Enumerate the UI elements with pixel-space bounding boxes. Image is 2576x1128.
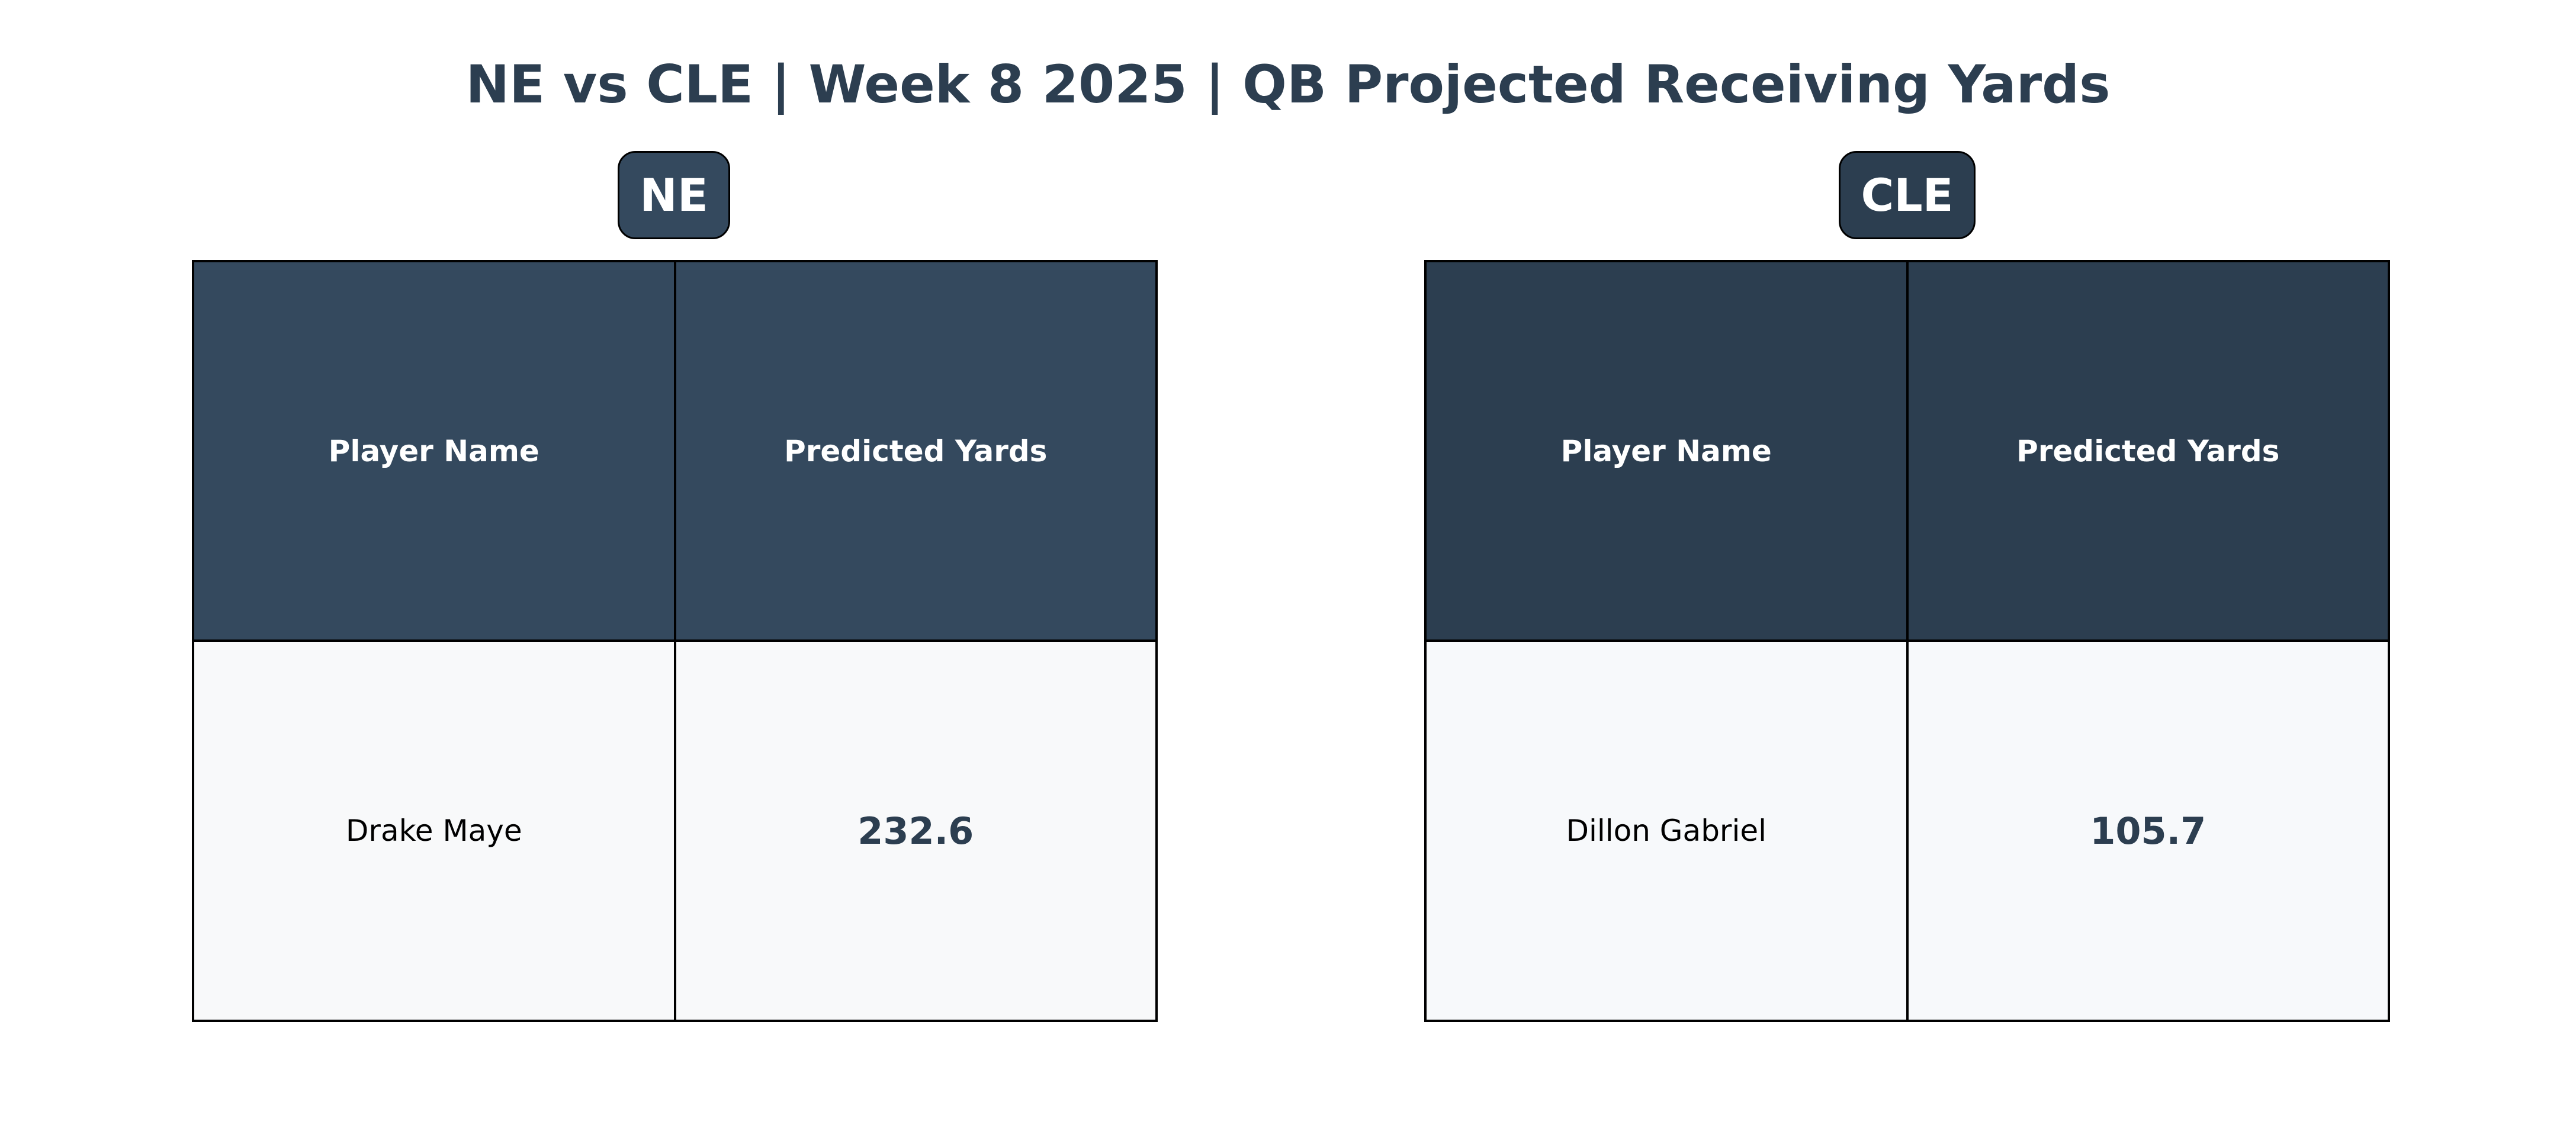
column-header-predicted-yards: Predicted Yards <box>673 260 1158 642</box>
player-name-cell: Dillon Gabriel <box>1424 639 1909 1022</box>
table-header-row: Player Name Predicted Yards <box>192 260 1158 642</box>
predicted-yards-cell: 105.7 <box>1906 639 2390 1022</box>
table-row: Drake Maye 232.6 <box>192 639 1158 1022</box>
column-header-player-name: Player Name <box>1424 260 1909 642</box>
column-header-predicted-yards: Predicted Yards <box>1906 260 2390 642</box>
team-badge-ne: NE <box>618 151 730 239</box>
predicted-yards-cell: 232.6 <box>673 639 1158 1022</box>
cle-qb-table: Player Name Predicted Yards Dillon Gabri… <box>1424 260 2390 1022</box>
chart-title: NE vs CLE | Week 8 2025 | QB Projected R… <box>465 54 2111 115</box>
player-name-cell: Drake Maye <box>192 639 676 1022</box>
team-badge-cle: CLE <box>1839 151 1976 239</box>
ne-qb-table: Player Name Predicted Yards Drake Maye 2… <box>192 260 1158 1022</box>
table-row: Dillon Gabriel 105.7 <box>1424 639 2390 1022</box>
table-header-row: Player Name Predicted Yards <box>1424 260 2390 642</box>
column-header-player-name: Player Name <box>192 260 676 642</box>
